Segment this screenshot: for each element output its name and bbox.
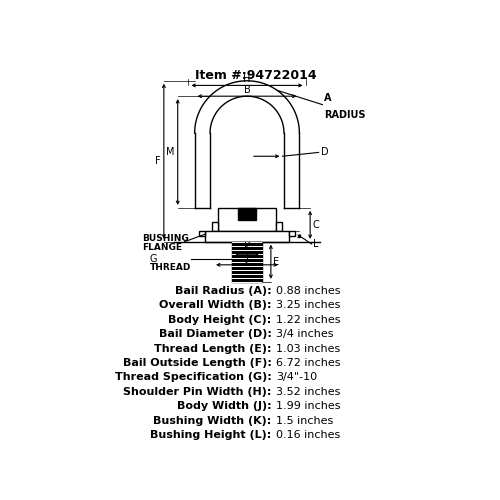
Text: K: K — [244, 242, 250, 252]
Bar — [238, 208, 256, 220]
Text: B: B — [244, 84, 250, 94]
Bar — [200, 231, 205, 236]
Text: Bushing Width (K):: Bushing Width (K): — [154, 416, 272, 426]
Text: FLANGE: FLANGE — [142, 244, 182, 252]
Text: Thread Length (E):: Thread Length (E): — [154, 344, 272, 353]
Text: Overall Width (B):: Overall Width (B): — [159, 300, 272, 310]
Text: 3.52 inches: 3.52 inches — [276, 387, 340, 397]
Text: 3.25 inches: 3.25 inches — [276, 300, 340, 310]
Text: 1.22 inches: 1.22 inches — [276, 314, 341, 324]
Text: D: D — [321, 148, 328, 158]
Bar — [232, 242, 262, 282]
Bar — [288, 231, 295, 236]
Bar — [276, 222, 281, 231]
Text: Bail Radius (A):: Bail Radius (A): — [175, 286, 272, 296]
Text: J: J — [246, 252, 248, 262]
Text: 3/4"-10: 3/4"-10 — [276, 372, 318, 382]
Text: L: L — [313, 239, 318, 249]
Text: 0.16 inches: 0.16 inches — [276, 430, 340, 440]
Text: H: H — [244, 74, 250, 84]
Bar — [212, 222, 218, 231]
Text: Shoulder Pin Width (H):: Shoulder Pin Width (H): — [124, 387, 272, 397]
Text: 0.88 inches: 0.88 inches — [276, 286, 341, 296]
Text: F: F — [155, 156, 161, 166]
Text: Item #:94722014: Item #:94722014 — [196, 69, 317, 82]
Text: BUSHING: BUSHING — [142, 234, 189, 243]
Text: Body Width (J):: Body Width (J): — [177, 402, 272, 411]
Text: 1.99 inches: 1.99 inches — [276, 402, 341, 411]
Bar — [206, 231, 288, 241]
Text: 1.03 inches: 1.03 inches — [276, 344, 340, 353]
Text: A: A — [324, 93, 332, 103]
Text: M: M — [166, 146, 174, 156]
Text: Bushing Height (L):: Bushing Height (L): — [150, 430, 272, 440]
Text: Bail Outside Length (F):: Bail Outside Length (F): — [123, 358, 272, 368]
Text: Body Height (C):: Body Height (C): — [168, 314, 272, 324]
Text: 1.5 inches: 1.5 inches — [276, 416, 334, 426]
Text: G: G — [150, 254, 158, 264]
Text: Bail Diameter (D):: Bail Diameter (D): — [159, 329, 272, 339]
Text: THREAD: THREAD — [150, 262, 192, 272]
Text: C: C — [312, 220, 319, 230]
Text: 3/4 inches: 3/4 inches — [276, 329, 334, 339]
FancyBboxPatch shape — [218, 208, 276, 231]
Text: 6.72 inches: 6.72 inches — [276, 358, 341, 368]
Text: RADIUS: RADIUS — [324, 110, 366, 120]
Text: Thread Specification (G):: Thread Specification (G): — [115, 372, 272, 382]
Text: E: E — [273, 256, 280, 266]
